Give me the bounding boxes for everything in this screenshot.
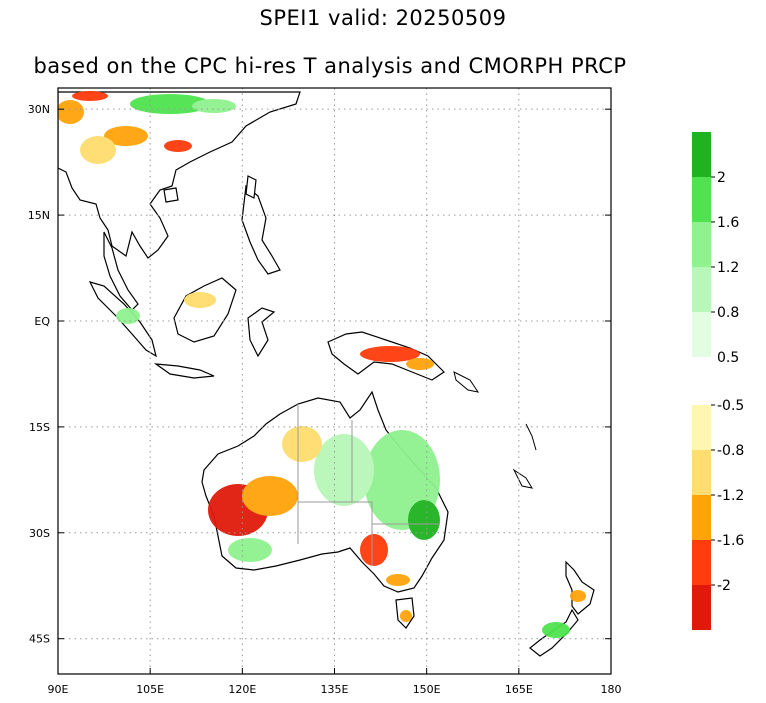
- land-malay-peninsula: [103, 231, 139, 311]
- land-philippines: [241, 184, 281, 275]
- wet-patch-nz: [542, 622, 570, 638]
- land-new-zealand-north: [565, 560, 595, 615]
- map-title: SPEI1 valid: 20250509: [259, 6, 507, 30]
- land-borneo: [173, 277, 237, 343]
- dry-patch-south-china: [164, 140, 192, 152]
- dry-patch-tasmania: [400, 610, 412, 622]
- colorbar: 2 1.6 1.2 0.8 0.5 -0.5 -0.8 -1.2 -1.6 -2: [692, 132, 744, 630]
- tick-label-lat: 15N: [28, 209, 50, 222]
- tick-label-lat: 15S: [29, 421, 50, 434]
- tick-label-lon: 120E: [228, 683, 256, 696]
- dry-patch-sa: [360, 534, 388, 566]
- dry-colorbar-box: [692, 495, 711, 540]
- dry-colorbar-box: [692, 540, 711, 585]
- dry-patch-kimberley: [282, 426, 322, 462]
- dry-colorbar-label: -2: [717, 578, 731, 594]
- wet-colorbar-label: 0.8: [717, 305, 739, 321]
- tick-label-lat: 30N: [28, 103, 50, 116]
- dry-patch-indochina: [80, 136, 116, 164]
- wet-patch-nt: [314, 434, 374, 506]
- dry-colorbar-label: -0.5: [717, 398, 744, 414]
- tick-label-lon: 150E: [413, 683, 441, 696]
- land-java: [153, 363, 215, 379]
- tick-label-lon: 90E: [48, 683, 69, 696]
- wet-patch-sumatra: [116, 308, 140, 324]
- wet-colorbar-box: [692, 312, 711, 357]
- dry-patch-borneo: [184, 292, 216, 308]
- dry-colorbar-label: -0.8: [717, 443, 744, 459]
- dry-patch-nz: [570, 590, 586, 602]
- land-vanuatu: [525, 423, 537, 451]
- wet-patch-queensland-2: [408, 500, 440, 540]
- land-solomon-islands: [453, 371, 480, 393]
- wet-colorbar-label: 1.2: [717, 260, 739, 276]
- map-gridlines: [58, 88, 611, 674]
- land-taiwan: [245, 175, 257, 199]
- dry-patch-china: [72, 91, 108, 101]
- tick-label-lat: 30S: [29, 527, 50, 540]
- wet-colorbar-bottom-label: 0.5: [717, 350, 739, 366]
- dry-colorbar-box: [692, 585, 711, 630]
- tick-label-lat: EQ: [34, 315, 50, 328]
- dry-patch-wa-2: [242, 476, 298, 516]
- wet-colorbar-label: 2: [717, 170, 726, 186]
- dry-patch-new-guinea-2: [406, 358, 434, 370]
- wet-colorbar-box: [692, 132, 711, 177]
- wet-colorbar-box: [692, 177, 711, 222]
- wet-colorbar-box: [692, 267, 711, 312]
- dry-colorbar-label: -1.2: [717, 488, 744, 504]
- land-new-caledonia: [512, 468, 534, 489]
- map-subtitle: based on the CPC hi-res T analysis and C…: [33, 54, 627, 78]
- dry-colorbar-label: -1.6: [717, 533, 744, 549]
- tick-label-lon: 135E: [321, 683, 349, 696]
- tick-label-lon: 105E: [136, 683, 164, 696]
- map-land-layer: [58, 91, 595, 657]
- dry-patch-south-china-2: [104, 126, 148, 146]
- tick-label-lon: 165E: [505, 683, 533, 696]
- land-hainan: [163, 187, 179, 203]
- dry-colorbar-box: [692, 405, 711, 450]
- dry-colorbar-box: [692, 450, 711, 495]
- dry-patch-myanmar: [58, 100, 84, 124]
- wet-colorbar-label: 1.6: [717, 215, 739, 231]
- wet-patch-south-china-2: [192, 99, 236, 113]
- tick-label-lat: 45S: [29, 633, 50, 646]
- dry-patch-victoria: [386, 574, 410, 586]
- map-axis-ticks: 90E 105E 120E 135E 150E 165E 180 30N 15N EQ 15S 30S…: [28, 103, 622, 696]
- wet-patch-sw: [228, 538, 272, 562]
- wet-colorbar-box: [692, 222, 711, 267]
- land-sulawesi: [247, 307, 276, 358]
- state-borders: [297, 404, 440, 566]
- dry-patch-new-guinea: [360, 346, 420, 362]
- tick-label-lon: 180: [601, 683, 622, 696]
